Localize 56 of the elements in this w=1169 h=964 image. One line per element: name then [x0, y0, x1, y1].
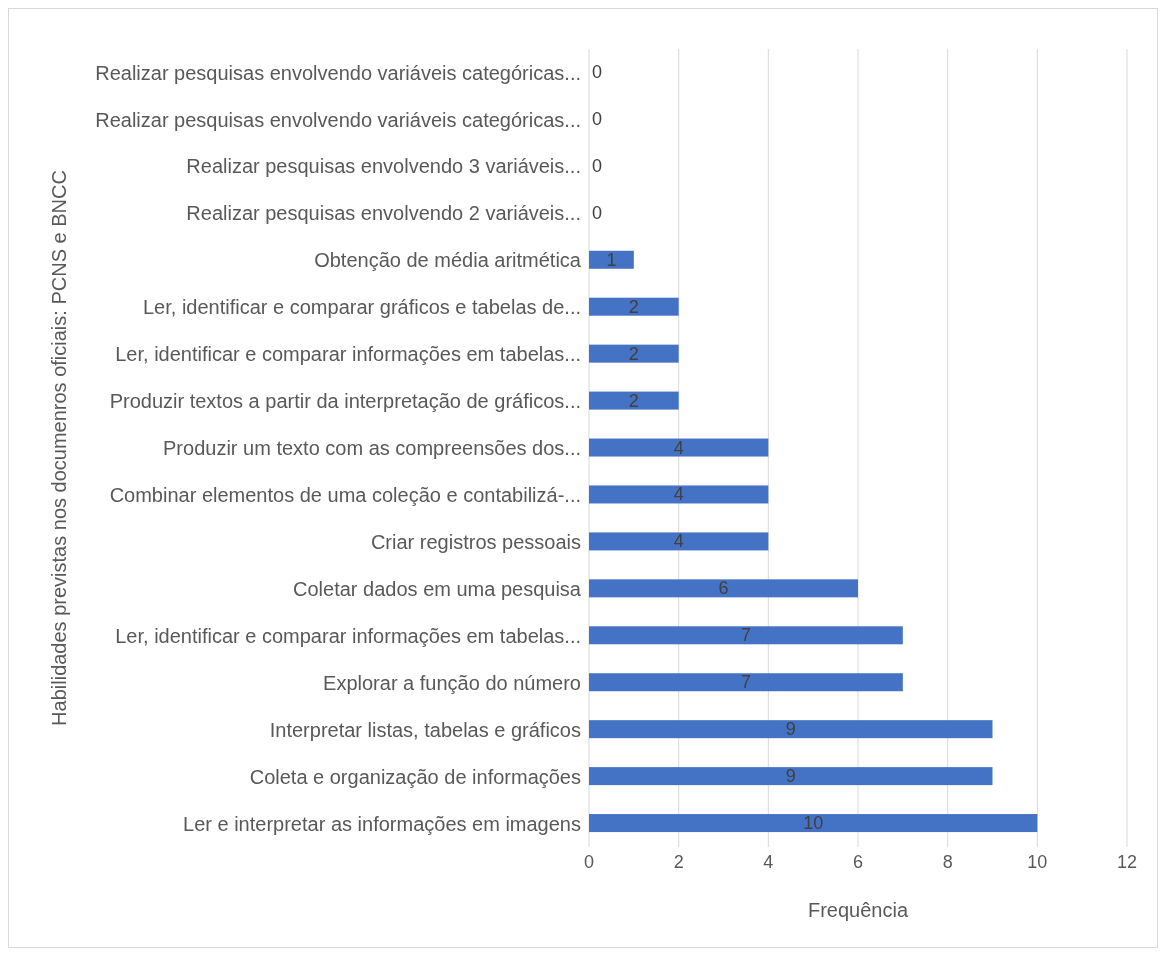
x-tick-label: 4 [763, 851, 774, 872]
data-label: 4 [673, 484, 684, 505]
y-tick-label: Ler e interpretar as informações em imagens [183, 812, 581, 835]
data-label: 10 [803, 813, 824, 834]
y-tick-label: Realizar pesquisas envolvendo 2 variáveis... [186, 202, 581, 225]
x-tick-label: 10 [1027, 851, 1048, 872]
data-label: 0 [591, 202, 603, 223]
y-tick-label: Obtenção de média aritmética [314, 249, 582, 272]
y-tick-label: Realizar pesquisas envolvendo variáveis categóricas... [95, 108, 581, 131]
x-axis-title: Frequência [807, 899, 909, 921]
y-axis-title: Habilidades previstas nos documenros oficiais: PCNS e BNCC [48, 170, 71, 726]
bar [589, 391, 679, 410]
data-label: 0 [591, 155, 603, 176]
y-tick-label: Realizar pesquisas envolvendo 3 variáveis... [186, 155, 581, 178]
bar [589, 579, 858, 598]
bar [589, 250, 634, 269]
data-label: 4 [673, 531, 684, 552]
y-tick-label: Produzir textos a partir da interpretação de gráficos... [109, 390, 581, 413]
x-tick-label: 6 [852, 851, 864, 872]
y-tick-label: Combinar elementos de uma coleção e contabilizá-... [109, 484, 581, 507]
y-tick-label: Explorar a função do número [323, 671, 581, 694]
y-tick-label: Ler, identificar e comparar informações em tabelas... [115, 343, 581, 366]
y-tick-label: Interpretar listas, tabelas e gráficos [269, 718, 581, 741]
x-tick-label: 2 [673, 851, 684, 872]
data-label: 9 [785, 766, 796, 787]
data-label: 0 [591, 108, 603, 129]
bar [589, 485, 769, 504]
data-label: 2 [628, 390, 639, 411]
data-label: 9 [785, 719, 796, 740]
data-label: 7 [740, 672, 751, 693]
y-tick-label: Ler, identificar e comparar informações em tabelas... [115, 624, 581, 647]
bar [589, 297, 679, 316]
data-label: 4 [673, 437, 684, 458]
data-label: 2 [628, 296, 639, 317]
y-tick-label: Produzir um texto com as compreensões dos... [163, 437, 581, 460]
bar [589, 720, 993, 739]
x-tick-label: 0 [583, 851, 595, 872]
y-tick-label: Realizar pesquisas envolvendo variáveis categóricas... [95, 61, 581, 84]
data-label: 6 [718, 578, 729, 599]
y-tick-label: Ler, identificar e comparar gráficos e tabelas de... [142, 296, 581, 319]
bar [589, 814, 1038, 833]
x-tick-label: 12 [1116, 851, 1138, 872]
data-label: 1 [606, 249, 617, 270]
bar [589, 767, 993, 786]
y-tick-label: Coleta e organização de informações [249, 765, 581, 788]
x-tick-label: 8 [942, 851, 953, 872]
y-tick-label: Coletar dados em uma pesquisa [293, 577, 582, 600]
bar [589, 626, 903, 645]
bar [589, 438, 769, 457]
bar [589, 673, 903, 692]
data-label: 7 [740, 625, 751, 646]
bar [589, 344, 679, 363]
data-label: 0 [591, 62, 603, 82]
bar [589, 532, 769, 551]
y-tick-label: Criar registros pessoais [370, 530, 581, 553]
data-label: 2 [628, 343, 639, 364]
